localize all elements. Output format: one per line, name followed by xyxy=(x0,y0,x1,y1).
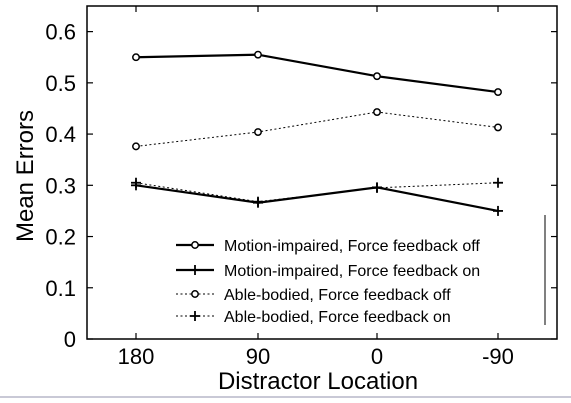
plus-marker xyxy=(253,196,263,207)
series-line xyxy=(135,111,499,147)
legend-item: Able-bodied, Force feedback off xyxy=(176,287,451,304)
legend-label: Motion-impaired, Force feedback on xyxy=(224,263,480,280)
legend-item: Motion-impaired, Force feedback off xyxy=(176,238,480,255)
series-1 xyxy=(132,50,502,97)
y-tick-label: 0.6 xyxy=(45,20,76,45)
plus-marker xyxy=(493,205,503,216)
y-tick-label: 0.4 xyxy=(45,122,76,147)
circle-marker xyxy=(373,108,381,116)
legend-label: Able-bodied, Force feedback off xyxy=(224,287,451,304)
legend-circle-marker xyxy=(191,241,199,249)
series-line xyxy=(135,53,499,94)
x-tick-label: 90 xyxy=(246,344,270,369)
series-2 xyxy=(131,180,503,216)
series-4 xyxy=(131,177,503,207)
legend-plus-marker xyxy=(190,311,200,321)
y-axis: 0 0.1 0.2 0.3 0.4 0.5 0.6 xyxy=(45,20,557,352)
bottom-divider xyxy=(0,396,571,398)
circle-marker xyxy=(494,88,502,97)
y-axis-label: Mean Errors xyxy=(12,110,39,242)
series-layer xyxy=(131,50,503,216)
plus-marker xyxy=(372,182,382,193)
legend: Motion-impaired, Force feedback off Motio… xyxy=(176,215,546,326)
series-line xyxy=(135,184,499,213)
circle-marker xyxy=(132,53,140,62)
series-3 xyxy=(132,108,502,151)
x-axis-label: Distractor Location xyxy=(218,368,418,395)
y-tick-label: 0.5 xyxy=(45,71,76,96)
circle-marker xyxy=(254,128,262,136)
x-tick-label: 0 xyxy=(371,344,383,369)
x-tick-label: -90 xyxy=(482,344,514,369)
y-tick-label: 0.2 xyxy=(45,225,76,250)
circle-marker xyxy=(132,142,140,151)
y-tick-label: 0.1 xyxy=(45,276,76,301)
legend-plus-marker xyxy=(190,265,200,275)
circle-marker xyxy=(494,123,502,132)
x-axis: 180 90 0 -90 xyxy=(118,6,514,369)
legend-circle-marker xyxy=(191,290,199,298)
plus-marker xyxy=(493,177,503,188)
legend-label: Able-bodied, Force feedback on xyxy=(224,309,451,326)
y-tick-label: 0.3 xyxy=(45,173,76,198)
legend-label: Motion-impaired, Force feedback off xyxy=(224,238,480,255)
legend-item: Motion-impaired, Force feedback on xyxy=(176,263,480,280)
y-tick-label: 0 xyxy=(64,327,76,352)
plus-marker xyxy=(131,177,141,188)
x-tick-label: 180 xyxy=(118,344,155,369)
legend-item: Able-bodied, Force feedback on xyxy=(176,309,451,326)
plot-frame xyxy=(86,5,558,340)
circle-marker xyxy=(254,50,262,59)
circle-marker xyxy=(373,72,381,81)
